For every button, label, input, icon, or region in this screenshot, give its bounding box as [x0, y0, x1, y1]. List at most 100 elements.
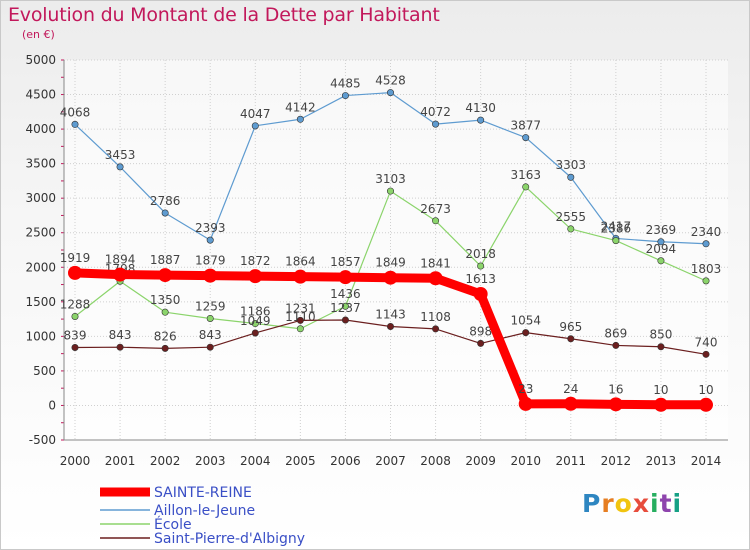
legend-label: Saint-Pierre-d'Albigny: [154, 531, 305, 547]
data-point: [71, 312, 79, 320]
y-tick-label: 1000: [25, 329, 56, 343]
data-label: 898: [469, 324, 492, 338]
data-point: [657, 343, 665, 351]
data-point: [477, 339, 485, 347]
x-tick-label: 2007: [375, 454, 406, 468]
data-label: 1054: [510, 314, 541, 328]
data-label: 1436: [330, 287, 361, 301]
data-point: [563, 396, 578, 411]
data-point: [251, 329, 259, 337]
x-tick-label: 2005: [285, 454, 316, 468]
y-tick-label: 1500: [25, 295, 56, 309]
logo-letter: P: [582, 489, 602, 518]
x-tick-label: 2008: [420, 454, 451, 468]
data-label: 2417: [601, 219, 632, 233]
data-point: [567, 173, 575, 181]
data-point: [432, 325, 440, 333]
y-tick-label: 2000: [25, 260, 56, 274]
y-tick-label: 2500: [25, 226, 56, 240]
data-point: [206, 343, 214, 351]
data-point: [386, 89, 394, 97]
data-label: 1919: [60, 251, 91, 265]
chart-title: Evolution du Montant de la Dette par Hab…: [8, 4, 440, 26]
data-point: [251, 122, 259, 130]
x-tick-label: 2009: [465, 454, 496, 468]
data-label: 2386: [601, 222, 632, 236]
data-label: 1841: [420, 256, 451, 270]
data-point: [522, 329, 530, 337]
x-tick-label: 2014: [691, 454, 722, 468]
y-tick-label: 0: [48, 398, 56, 412]
data-label: 1231: [285, 301, 316, 315]
data-point: [657, 257, 665, 265]
data-label: 843: [199, 328, 222, 342]
data-label: 2094: [646, 242, 677, 256]
legend-label: École: [154, 516, 192, 533]
data-label: 4142: [285, 100, 316, 114]
logo-letter: o: [614, 489, 633, 518]
data-point: [248, 269, 263, 284]
data-point: [158, 268, 173, 283]
x-tick-label: 2001: [105, 454, 136, 468]
data-point: [386, 322, 394, 330]
data-label: 3103: [375, 172, 406, 186]
x-tick-label: 2012: [601, 454, 632, 468]
data-label: 850: [649, 328, 672, 342]
y-tick-label: 3500: [25, 157, 56, 171]
plot-area: [64, 60, 728, 440]
data-label: 843: [109, 328, 132, 342]
data-point: [161, 308, 169, 316]
data-point: [296, 115, 304, 123]
data-label: 1288: [60, 297, 91, 311]
legend-label: Aillon-le-Jeune: [154, 503, 255, 519]
data-label: 1108: [420, 310, 451, 324]
legend-label: SAINTE-REINE: [154, 485, 252, 501]
data-point: [702, 350, 710, 358]
data-label: 16: [608, 382, 623, 396]
y-tick-label: 5000: [25, 53, 56, 67]
data-point: [699, 397, 713, 412]
data-label: 1894: [105, 253, 136, 267]
data-point: [477, 116, 485, 124]
data-label: 1186: [240, 305, 271, 319]
data-point: [702, 277, 710, 285]
data-label: 4072: [420, 105, 451, 119]
data-label: 4047: [240, 107, 271, 121]
data-label: 2786: [150, 194, 181, 208]
data-label: 2393: [195, 221, 226, 235]
data-point: [386, 187, 394, 195]
data-point: [473, 287, 488, 302]
data-point: [203, 268, 218, 283]
logo-letter: x: [632, 489, 650, 518]
chart-subtitle: (en €): [22, 28, 55, 41]
data-point: [116, 343, 124, 351]
x-tick-label: 2006: [330, 454, 361, 468]
y-tick-label: 4500: [25, 88, 56, 102]
data-point: [113, 267, 128, 282]
data-label: 1887: [150, 253, 181, 267]
x-tick-label: 2002: [150, 454, 181, 468]
data-label: 1857: [330, 255, 361, 269]
x-tick-label: 2003: [195, 454, 226, 468]
data-point: [161, 209, 169, 217]
logo-letter: i: [672, 489, 683, 518]
data-point: [161, 344, 169, 352]
data-point: [432, 120, 440, 128]
data-label: 1864: [285, 255, 316, 269]
data-point: [612, 341, 620, 349]
x-tick-label: 2010: [510, 454, 541, 468]
data-label: 10: [698, 383, 713, 397]
y-tick-label: 500: [33, 364, 56, 378]
data-point: [657, 238, 665, 246]
data-label: 24: [563, 382, 578, 396]
x-tick-label: 2011: [556, 454, 587, 468]
data-point: [612, 237, 620, 245]
x-tick-label: 2004: [240, 454, 271, 468]
x-tick-label: 2000: [60, 454, 91, 468]
data-point: [341, 302, 349, 310]
data-point: [428, 271, 443, 286]
data-label: 3163: [510, 168, 541, 182]
data-label: 1613: [465, 272, 496, 286]
data-label: 839: [64, 328, 87, 342]
